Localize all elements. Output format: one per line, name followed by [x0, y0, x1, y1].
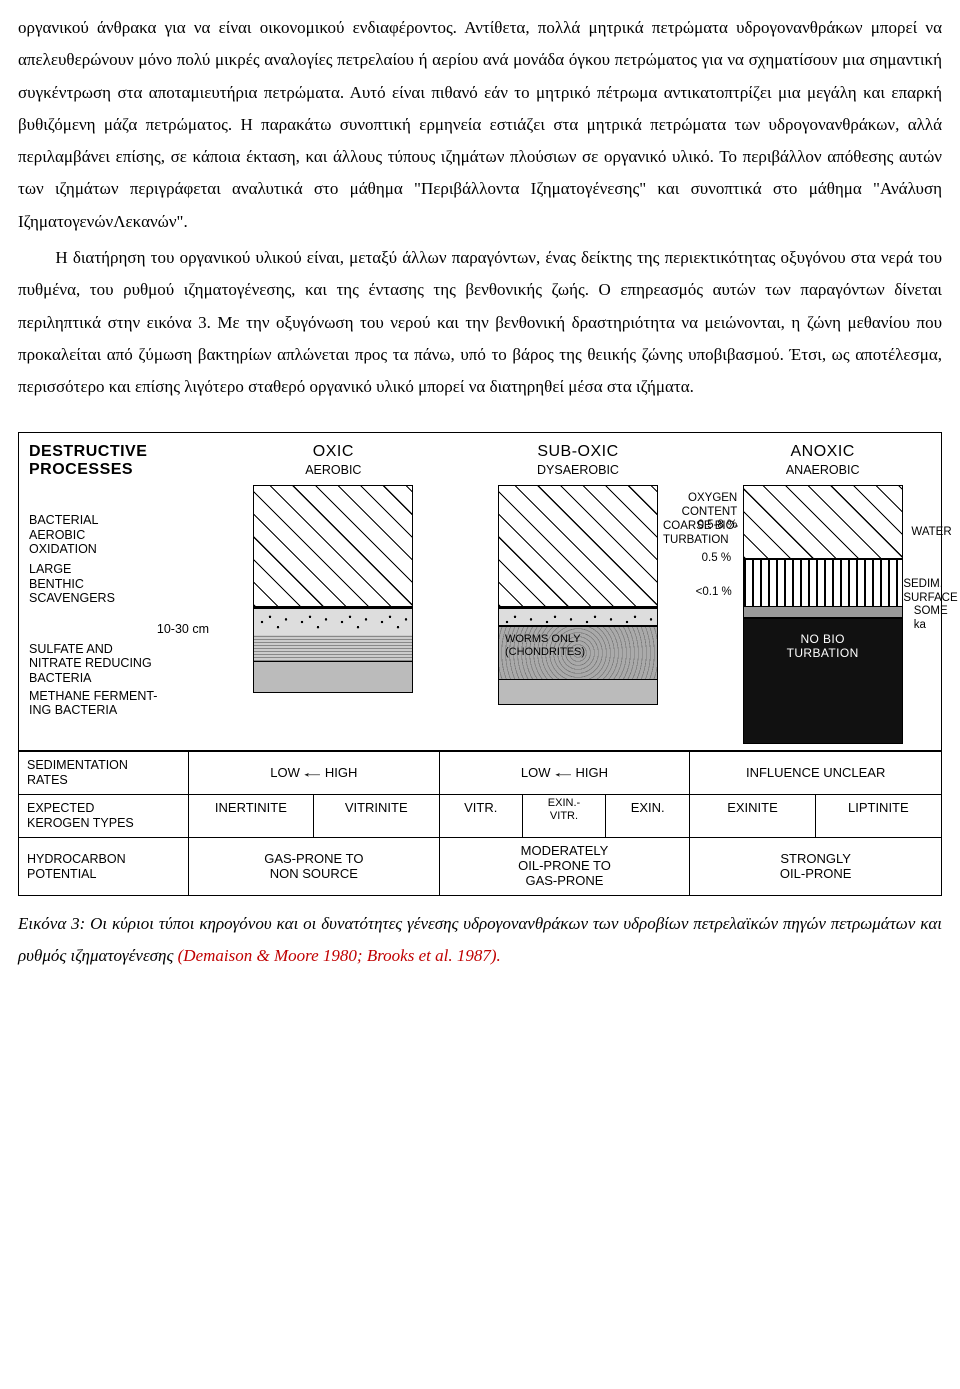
fig-columns: OXIC AEROBIC SUB-OXIC DYSAEROBIC COARSE …: [225, 443, 931, 745]
lbl-water: WATER: [911, 526, 951, 539]
oxic-mud1: [253, 635, 413, 662]
row-sedim-oxic: LOW ← HIGH: [189, 752, 440, 795]
lbl-benthic-scavengers: LARGE BENTHIC SCAVENGERS: [29, 562, 219, 605]
lbl-bacterial-aerobic: BACTERIAL AEROBIC OXIDATION: [29, 513, 219, 556]
sedim-oxic-low: LOW: [270, 766, 300, 781]
arrow-icon: ←: [550, 766, 576, 781]
anoxic-water-vertical: [744, 558, 902, 606]
anoxic-water: OXYGEN CONTENT 0.5-8 % 0.5 % <0.1 % WATE…: [743, 485, 903, 607]
lbl-some-ka: SOME ka: [914, 605, 948, 631]
sedim-sub-high: HIGH: [576, 766, 609, 781]
col-oxic: OXIC AEROBIC: [225, 443, 442, 694]
anoxic-water-hatched: [744, 486, 902, 558]
lbl-methane-ferment: METHANE FERMENT- ING BACTERIA: [29, 689, 219, 718]
lbl-0-1: <0.1 %: [696, 586, 732, 599]
fig-left-labels: DESTRUCTIVE PROCESSES BACTERIAL AEROBIC …: [29, 443, 219, 745]
suboxic-water: COARSE BIO- TURBATION: [498, 485, 658, 607]
row-kerog-label: EXPECTED KEROGEN TYPES: [19, 795, 189, 838]
col-anoxic: ANOXIC ANAEROBIC OXYGEN CONTENT 0.5-8 % …: [714, 443, 931, 745]
kerog-anox-a: EXINITE: [690, 795, 815, 837]
row-kerog-anoxic: EXINITE LIPTINITE: [690, 795, 941, 838]
lbl-sedim-surface: SEDIM. SURFACE: [903, 578, 957, 604]
anoxic-black: NO BIO TURBATION: [743, 617, 903, 744]
lbl-no-bioturb: NO BIO TURBATION: [787, 632, 859, 660]
col-oxic-head: OXIC: [225, 443, 442, 461]
col-suboxic-head: SUB-OXIC: [470, 443, 687, 461]
row-sedim-label: SEDIMENTATION RATES: [19, 752, 189, 795]
col-anoxic-sub: ANAEROBIC: [714, 463, 931, 477]
row-hc-suboxic: MODERATELY OIL-PRONE TO GAS-PRONE: [440, 838, 691, 895]
figure-3-caption: Εικόνα 3: Οι κύριοι τύποι κηρογόνου και …: [18, 908, 942, 973]
kerog-sub-b: EXIN.- VITR.: [523, 795, 606, 837]
sedim-oxic-high: HIGH: [325, 766, 358, 781]
row-kerog-oxic: INERTINITE VITRINITE: [189, 795, 440, 838]
kerog-oxic-a: INERTINITE: [189, 795, 314, 837]
arrow-icon: ←: [299, 766, 325, 781]
paragraph-2: Η διατήρηση του οργανικού υλικού είναι, …: [18, 242, 942, 403]
col-suboxic: SUB-OXIC DYSAEROBIC COARSE BIO- TURBATIO…: [470, 443, 687, 706]
sedim-sub-low: LOW: [521, 766, 551, 781]
lbl-sulfate-nitrate: SULFATE AND NITRATE REDUCING BACTERIA: [29, 642, 219, 685]
paragraph-1: οργανικού άνθρακα για να είναι οικονομικ…: [18, 12, 942, 238]
lbl-0-5: 0.5 %: [702, 552, 731, 565]
suboxic-mud: [498, 680, 658, 705]
kerog-sub-a: VITR.: [440, 795, 523, 837]
caption-reference: (Demaison & Moore 1980; Brooks et al. 19…: [178, 946, 501, 965]
row-hc-label: HYDROCARBON POTENTIAL: [19, 838, 189, 895]
row-hc-anoxic: STRONGLY OIL-PRONE: [690, 838, 941, 895]
oxic-bioturb: [253, 607, 413, 635]
anoxic-thin-layer: SOME ka: [743, 607, 903, 617]
col-anoxic-head: ANOXIC: [714, 443, 931, 461]
suboxic-bioturb: [498, 607, 658, 625]
lbl-oxygen-content: OXYGEN CONTENT 0.5-8 %: [682, 492, 738, 532]
row-sedim-anoxic: INFLUENCE UNCLEAR: [690, 752, 941, 795]
lbl-destructive: DESTRUCTIVE PROCESSES: [29, 443, 219, 480]
oxic-mud2: [253, 662, 413, 693]
row-kerog-suboxic: VITR. EXIN.- VITR. EXIN.: [440, 795, 691, 838]
oxic-water: [253, 485, 413, 607]
col-oxic-sub: AEROBIC: [225, 463, 442, 477]
lbl-10-30cm: 10-30 cm: [29, 622, 219, 636]
kerog-oxic-b: VITRINITE: [314, 795, 439, 837]
lbl-worms-only: WORMS ONLY (CHONDRITES): [505, 633, 585, 658]
figure-3: DESTRUCTIVE PROCESSES BACTERIAL AEROBIC …: [18, 432, 942, 897]
kerog-sub-c: EXIN.: [606, 795, 689, 837]
row-hc-oxic: GAS-PRONE TO NON SOURCE: [189, 838, 440, 895]
kerog-anox-b: LIPTINITE: [816, 795, 941, 837]
col-suboxic-sub: DYSAEROBIC: [470, 463, 687, 477]
row-sedim-suboxic: LOW ← HIGH: [440, 752, 691, 795]
suboxic-worms: WORMS ONLY (CHONDRITES): [498, 625, 658, 680]
fig-table: SEDIMENTATION RATES LOW ← HIGH LOW ← HIG…: [19, 750, 941, 895]
